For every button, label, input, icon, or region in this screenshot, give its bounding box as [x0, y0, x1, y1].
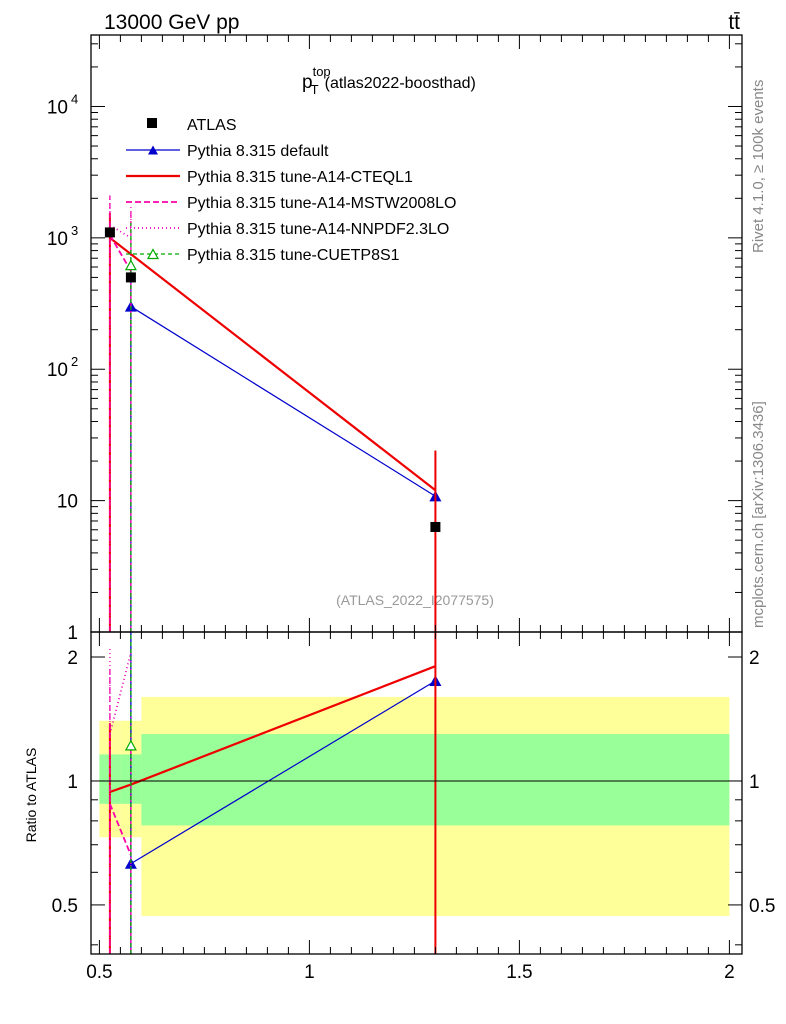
main-y-tick-label-3: 10 [57, 492, 78, 513]
legend-label-nnpdf23lo: Pythia 8.315 tune-A14-NNPDF2.3LO [187, 221, 449, 238]
main-y-tick-label-0: 10 [47, 97, 68, 118]
chart-title-main: p [302, 72, 313, 93]
x-tick-label-1: 1 [304, 962, 315, 983]
ratio-y-tick-label-0: 2 [67, 648, 78, 669]
atlas-data-layer [104, 227, 441, 532]
legend-marker-cuetp8s1 [146, 248, 160, 260]
ratio-y-tick-label-right-1: 1 [749, 772, 760, 793]
legend-marker-default [148, 145, 158, 155]
x-tick-label-2: 1.5 [506, 962, 532, 983]
ratio-plot-frame [90, 631, 743, 955]
ratio-y-tick-label-2: 0.5 [52, 896, 78, 917]
atlas-data-point-2 [430, 521, 441, 532]
chart-title-sup: top [313, 64, 331, 79]
series-4-ratio-point-0 [124, 739, 137, 751]
chart-title: ptop T (atlas2022-boosthad) [302, 64, 476, 97]
series-3-main-line [109, 224, 132, 239]
legend-label-default: Pythia 8.315 default [187, 143, 329, 160]
legend-label-mstw2008lo: Pythia 8.315 tune-A14-MSTW2008LO [187, 195, 456, 212]
main-y-tick-label-exp-2: 2 [71, 354, 78, 369]
series-2-ratio-line [109, 803, 132, 856]
series-2-main-line [109, 234, 132, 272]
main-y-tick-label-exp-1: 3 [71, 223, 78, 238]
ratio-y-axis-label: Ratio to ATLAS [23, 748, 39, 843]
legend-label-atlas: ATLAS [187, 117, 237, 134]
legend-label-cteql1: Pythia 8.315 tune-A14-CTEQL1 [187, 169, 413, 186]
energy-label: 13000 GeV pp [104, 11, 239, 34]
rivet-version-label: Rivet 4.1.0, ≥ 100k events [750, 80, 767, 253]
main-y-tick-label-1: 10 [47, 229, 68, 250]
series-1-main-line [109, 236, 437, 492]
x-tick-label-3: 2 [724, 962, 735, 983]
legend-label-cuetp8s1: Pythia 8.315 tune-CUETP8S1 [187, 247, 400, 264]
series-0-ratio-line [130, 680, 436, 865]
series-layer [108, 195, 442, 954]
analysis-watermark: (ATLAS_2022_I2077575) [336, 592, 494, 608]
ratio-y-tick-label-right-2: 0.5 [749, 896, 775, 917]
ratio-uncertainty-bands [99, 696, 730, 916]
main-y-tick-label-4: 1 [67, 623, 78, 644]
main-y-tick-label-exp-0: 4 [71, 91, 78, 106]
process-label: tt̄ [728, 11, 740, 34]
x-tick-label-0: 0.5 [86, 962, 112, 983]
mcplots-credit-label: mcplots.cern.ch [arXiv:1306.3436] [750, 401, 767, 628]
legend: ATLAS Pythia 8.315 default Pythia 8.315 … [126, 117, 456, 264]
atlas-data-point-1 [125, 272, 136, 283]
ratio-y-tick-label-1: 1 [67, 772, 78, 793]
atlas-data-point-0 [104, 227, 115, 238]
legend-marker-atlas [147, 118, 157, 128]
series-0-main-line [130, 306, 436, 497]
chart-title-sub: T [311, 82, 319, 97]
main-y-tick-label-2: 10 [47, 360, 68, 381]
chart-title-note: (atlas2022-boosthad) [325, 75, 476, 92]
series-4-main-point-0 [124, 259, 137, 271]
ratio-y-tick-label-right-0: 2 [749, 648, 760, 669]
